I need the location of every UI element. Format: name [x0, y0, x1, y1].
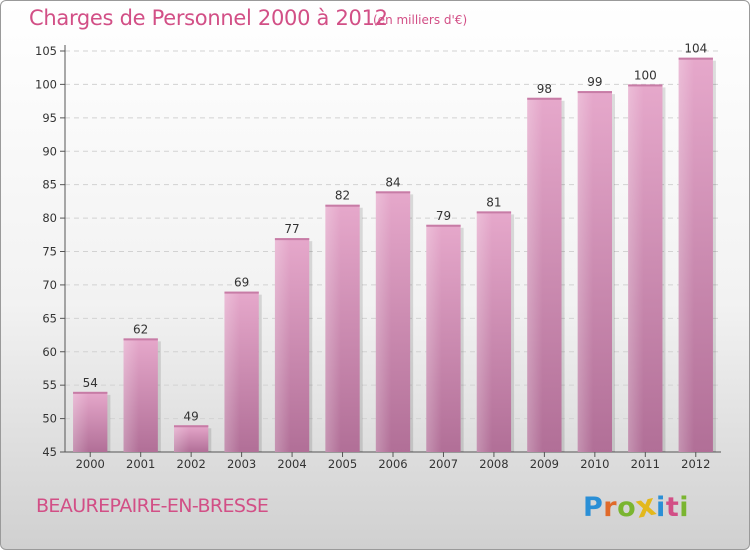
- bar-highlight: [628, 84, 644, 453]
- logo-letter: i: [679, 492, 689, 523]
- data-label: 84: [385, 175, 400, 189]
- bar-top-edge: [628, 84, 663, 87]
- chart-title: Charges de Personnel 2000 à 2012: [29, 6, 388, 30]
- bar-highlight: [577, 91, 594, 452]
- data-label: 79: [436, 209, 451, 223]
- bar-top-edge: [274, 238, 310, 241]
- data-labels: 54 62 49 69 77 82 84 79 81 98 99 100 104: [83, 42, 708, 424]
- y-tick-label: 85: [42, 178, 57, 192]
- data-label: 49: [184, 409, 199, 423]
- bar-highlight: [274, 238, 291, 452]
- x-tick-label: 2006: [378, 457, 407, 471]
- bar-top-edge: [426, 224, 461, 227]
- data-label: 69: [234, 276, 249, 290]
- data-label: 77: [284, 222, 299, 236]
- y-tick-label: 50: [42, 412, 57, 426]
- x-tick-label: 2008: [479, 457, 508, 471]
- bar-highlight: [426, 224, 442, 452]
- y-tick-label: 65: [42, 311, 57, 325]
- data-label: 54: [83, 376, 98, 390]
- x-tick-label: 2010: [580, 457, 609, 471]
- data-label: 104: [684, 42, 707, 56]
- x-tick-label: 2011: [631, 457, 660, 471]
- data-label: 100: [634, 68, 657, 82]
- chart-subtitle: (en milliers d'€): [373, 13, 468, 27]
- bar-top-edge: [325, 204, 360, 207]
- bar-top-edge: [123, 338, 158, 341]
- bar-top-edge: [577, 91, 613, 94]
- y-tick-label: 105: [35, 44, 57, 58]
- y-tick-label: 55: [42, 378, 57, 392]
- bar-highlight: [375, 191, 392, 452]
- logo-letter: o: [617, 492, 637, 523]
- bar-top-edge: [224, 291, 259, 294]
- bar-top-edge: [173, 425, 209, 428]
- x-tick-labels: 2000 2001 2002 2003 2004 2005 2006 2007 2008 2009…: [76, 452, 710, 471]
- bar-highlight: [224, 291, 240, 452]
- x-tick-label: 2009: [530, 457, 559, 471]
- bar-top-edge: [476, 211, 512, 214]
- data-label: 81: [486, 195, 501, 209]
- y-tick-label: 75: [42, 245, 57, 259]
- bar-highlight: [123, 338, 139, 452]
- x-tick-label: 2003: [227, 457, 256, 471]
- bar-highlight: [527, 97, 543, 453]
- x-tick-label: 2002: [177, 457, 206, 471]
- data-label: 99: [587, 75, 602, 89]
- y-tick-label: 80: [42, 211, 57, 225]
- data-label: 98: [537, 82, 552, 96]
- x-tick-label: 2007: [429, 457, 458, 471]
- y-tick-label: 90: [42, 144, 57, 158]
- bar-top-edge: [678, 57, 713, 60]
- x-tick-label: 2012: [681, 457, 710, 471]
- x-tick-label: 2001: [126, 457, 155, 471]
- logo-letter: t: [665, 492, 680, 523]
- y-tick-label: 70: [42, 278, 57, 292]
- data-label: 82: [335, 189, 350, 203]
- y-tick-label: 95: [42, 111, 57, 125]
- bar-highlight: [173, 425, 190, 452]
- bar-highlight: [73, 391, 89, 452]
- location-name: BEAUREPAIRE-EN-BRESSE: [36, 495, 269, 517]
- logo-letter: r: [603, 492, 618, 523]
- x-tick-label: 2004: [277, 457, 306, 471]
- data-label: 62: [133, 322, 148, 336]
- logo-letter: P: [583, 492, 604, 523]
- y-tick-label: 60: [42, 345, 57, 359]
- logo-letter: i: [656, 492, 666, 523]
- bar-top-edge: [375, 191, 411, 194]
- proxiti-logo: Proxiti: [583, 487, 689, 525]
- bar-top-edge: [527, 97, 562, 100]
- x-tick-label: 2000: [76, 457, 105, 471]
- y-tick-label: 45: [42, 445, 57, 459]
- y-tick-label: 100: [35, 77, 57, 91]
- bar-highlight: [678, 57, 695, 452]
- bar-highlight: [476, 211, 493, 452]
- x-tick-label: 2005: [328, 457, 357, 471]
- bars: [73, 57, 716, 453]
- bar-top-edge: [73, 391, 108, 394]
- bar-highlight: [325, 204, 341, 452]
- y-tick-labels: 45 50 55 60 65 70 75 80 85 90 95 100 105: [35, 44, 65, 459]
